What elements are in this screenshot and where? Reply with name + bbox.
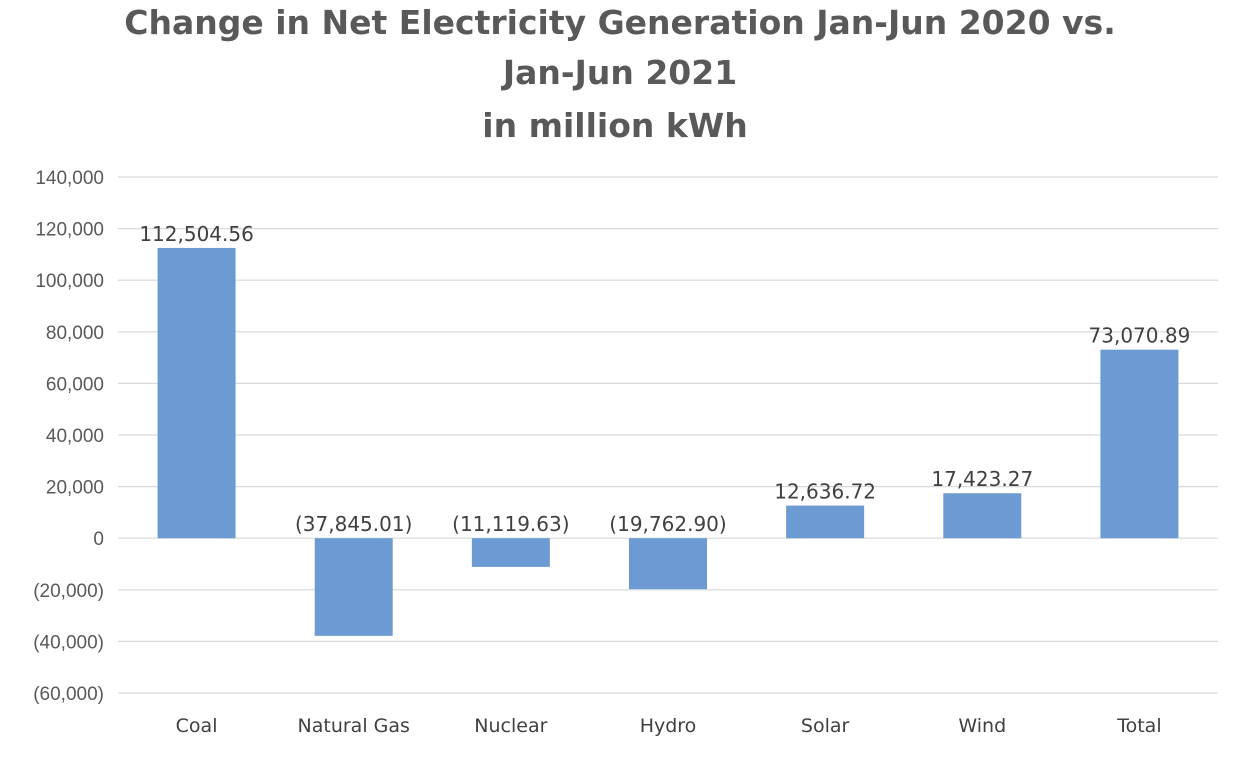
y-tick-label: (20,000)	[33, 581, 104, 602]
bars	[157, 247, 1179, 636]
x-tick-label: Coal	[176, 715, 218, 737]
data-label: 112,504.56	[139, 222, 254, 246]
y-tick-label: 60,000	[46, 374, 104, 395]
y-tick-label: 80,000	[46, 323, 104, 344]
chart-title-line-1: Change in Net Electricity Generation Jan…	[124, 3, 1115, 42]
gridlines	[118, 176, 1218, 694]
chart-title: Change in Net Electricity Generation Jan…	[124, 3, 1115, 145]
data-label: 17,423.27	[931, 467, 1033, 491]
data-label: 73,070.89	[1089, 324, 1191, 348]
y-tick-label: 100,000	[35, 271, 104, 292]
y-tick-label: 120,000	[35, 220, 104, 241]
bar-coal	[157, 247, 236, 539]
chart-title-line-3: in million kWh	[482, 106, 747, 145]
y-tick-label: 40,000	[46, 426, 104, 447]
y-tick-label: 20,000	[46, 478, 104, 499]
x-tick-label: Wind	[958, 715, 1006, 737]
y-axis-tick-labels: 140,000 120,000 100,000 80,000 60,000 40,000 2…	[33, 168, 104, 705]
chart-title-line-2: Jan-Jun 2021	[501, 53, 737, 92]
x-tick-label: Solar	[801, 715, 850, 737]
x-axis-tick-labels: Coal Natural Gas Nuclear Hydro Solar Wind Tota…	[176, 715, 1162, 737]
data-label: (11,119.63)	[452, 512, 569, 536]
x-tick-label: Natural Gas	[298, 715, 410, 737]
x-tick-label: Total	[1116, 715, 1161, 737]
data-label: (37,845.01)	[295, 512, 412, 536]
data-label: 12,636.72	[774, 480, 876, 504]
bar-nuclear	[471, 538, 550, 567]
bar-wind	[943, 493, 1022, 539]
bar-natural-gas	[314, 538, 393, 636]
data-label: (19,762.90)	[609, 512, 726, 536]
bar-hydro	[629, 538, 707, 590]
y-tick-label: (40,000)	[33, 632, 104, 653]
y-tick-label: (60,000)	[33, 684, 104, 705]
y-tick-label: 0	[93, 529, 104, 550]
y-tick-label: 140,000	[35, 168, 104, 189]
data-labels: 112,504.56 (37,845.01) (11,119.63) (19,762.…	[139, 222, 1190, 536]
bar-total	[1100, 349, 1179, 539]
bar-solar	[786, 505, 865, 539]
x-tick-label: Nuclear	[474, 715, 547, 737]
x-tick-label: Hydro	[640, 715, 697, 737]
